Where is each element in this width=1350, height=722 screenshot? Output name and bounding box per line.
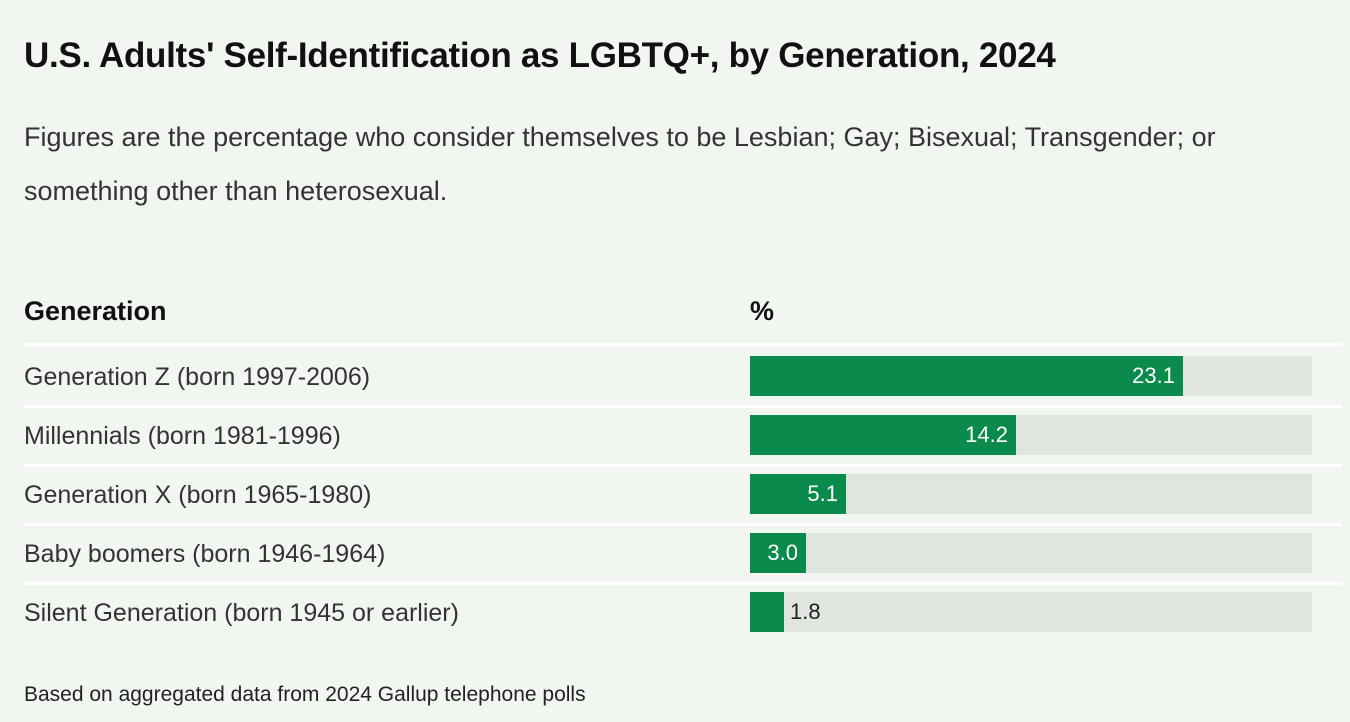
generation-column-header: Generation bbox=[24, 296, 167, 326]
bar bbox=[750, 592, 784, 632]
bar bbox=[750, 415, 1016, 455]
table-row: Baby boomers (born 1946-1964) 3.0 bbox=[24, 526, 1342, 585]
generation-label: Baby boomers (born 1946-1964) bbox=[24, 540, 386, 568]
value-label: 1.8 bbox=[790, 599, 821, 624]
generation-label: Silent Generation (born 1945 or earlier) bbox=[24, 599, 459, 627]
bar bbox=[750, 474, 846, 514]
bar-track: 23.1 bbox=[750, 356, 1312, 396]
table-row: Silent Generation (born 1945 or earlier)… bbox=[24, 585, 1342, 644]
table-row: Generation X (born 1965-1980) 5.1 bbox=[24, 467, 1342, 526]
table-row: Generation Z (born 1997-2006) 23.1 bbox=[24, 349, 1342, 408]
percent-column-header: % bbox=[750, 296, 775, 326]
table-header: Generation % bbox=[24, 292, 1342, 346]
footnote: Based on aggregated data from 2024 Gallu… bbox=[24, 683, 586, 706]
generation-label: Generation Z (born 1997-2006) bbox=[24, 363, 371, 391]
bar-track: 5.1 bbox=[750, 474, 1312, 514]
bar-track: 3.0 bbox=[750, 533, 1312, 573]
generation-label: Generation X (born 1965-1980) bbox=[24, 481, 372, 509]
value-label: 23.1 bbox=[1132, 363, 1175, 388]
value-label: 5.1 bbox=[807, 481, 838, 506]
table-row: Millennials (born 1981-1996) 14.2 bbox=[24, 408, 1342, 467]
bar-track: 1.8 bbox=[750, 592, 1312, 632]
value-label: 14.2 bbox=[965, 422, 1008, 447]
value-label: 3.0 bbox=[767, 540, 798, 565]
bar bbox=[750, 533, 806, 573]
chart-rows: Generation Z (born 1997-2006) 23.1 Millenn… bbox=[24, 349, 1342, 644]
chart-subtitle: Figures are the percentage who consider … bbox=[24, 122, 1216, 206]
bar-track: 14.2 bbox=[750, 415, 1312, 455]
generation-label: Millennials (born 1981-1996) bbox=[24, 422, 341, 450]
bar bbox=[750, 356, 1183, 396]
chart-title: U.S. Adults' Self-Identification as LGBT… bbox=[24, 36, 1056, 75]
